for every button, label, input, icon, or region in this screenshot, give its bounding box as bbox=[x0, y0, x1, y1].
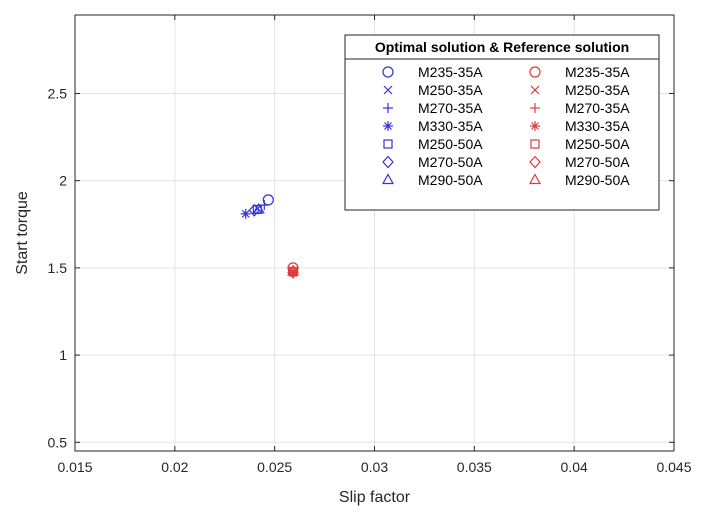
x-tick-label: 0.04 bbox=[561, 459, 588, 475]
x-tick-label: 0.045 bbox=[656, 459, 691, 475]
legend-entry-label: M330-35A bbox=[418, 118, 483, 134]
legend-title: Optimal solution & Reference solution bbox=[375, 39, 629, 55]
legend-marker-optimal bbox=[383, 121, 393, 131]
y-axis-label: Start torque bbox=[14, 191, 31, 275]
legend-entry-label: M235-35A bbox=[418, 64, 483, 80]
legend-entry-label: M290-50A bbox=[418, 172, 483, 188]
legend-marker-optimal bbox=[382, 66, 394, 78]
legend-marker-reference bbox=[530, 121, 540, 131]
legend-marker-optimal bbox=[383, 85, 393, 95]
legend-entry-label: M270-35A bbox=[565, 100, 630, 116]
legend-entries: M235-35A M250-35A M270-35A M330-35A M250-50A… bbox=[381, 64, 630, 188]
x-tick-label: 0.015 bbox=[57, 459, 92, 475]
legend-marker-optimal bbox=[382, 155, 394, 169]
legend-marker-optimal bbox=[383, 103, 393, 113]
data-point-reference bbox=[287, 265, 299, 279]
legend-marker-reference bbox=[528, 173, 542, 185]
legend-marker-reference bbox=[530, 139, 540, 149]
y-tick-label: 2 bbox=[59, 173, 67, 189]
y-tick-label: 2.5 bbox=[48, 85, 68, 101]
legend: Optimal solution & Reference solution M2… bbox=[344, 34, 660, 211]
legend-entry-label: M270-35A bbox=[418, 100, 483, 116]
legend-entry-label: M290-50A bbox=[565, 172, 630, 188]
legend-marker-optimal bbox=[383, 139, 393, 149]
legend-box bbox=[344, 34, 660, 211]
legend-entry-label: M250-35A bbox=[418, 82, 483, 98]
legend-entry-label: M235-35A bbox=[565, 64, 630, 80]
x-tick-label: 0.025 bbox=[257, 459, 292, 475]
x-axis-label: Slip factor bbox=[339, 489, 411, 506]
y-tick-label: 1.5 bbox=[48, 260, 68, 276]
legend-entry-label: M250-50A bbox=[418, 136, 483, 152]
data-point-optimal bbox=[240, 208, 251, 219]
x-tick-label: 0.03 bbox=[361, 459, 388, 475]
legend-marker-reference bbox=[530, 85, 540, 95]
x-tick-label: 0.02 bbox=[161, 459, 188, 475]
legend-entry-label: M270-50A bbox=[418, 154, 483, 170]
legend-marker-reference bbox=[529, 66, 541, 78]
legend-entry-label: M250-35A bbox=[565, 82, 630, 98]
y-tick-label: 1 bbox=[59, 347, 67, 363]
legend-entry-label: M270-50A bbox=[565, 154, 630, 170]
data-markers bbox=[240, 194, 300, 279]
x-tick-label: 0.035 bbox=[457, 459, 492, 475]
data-point-optimal bbox=[248, 203, 261, 217]
legend-entry-label: M250-50A bbox=[565, 136, 630, 152]
legend-marker-reference bbox=[529, 155, 541, 169]
axis-ticks: 0.015 0.02 0.025 0.03 0.035 0.04 0.045 0.5 1 1.5 2… bbox=[48, 15, 692, 475]
data-point-optimal bbox=[252, 202, 265, 214]
legend-marker-optimal bbox=[381, 173, 395, 185]
data-point-reference bbox=[287, 264, 300, 276]
legend-entry-label: M330-35A bbox=[565, 118, 630, 134]
y-tick-label: 0.5 bbox=[48, 434, 68, 450]
legend-marker-reference bbox=[530, 103, 540, 113]
